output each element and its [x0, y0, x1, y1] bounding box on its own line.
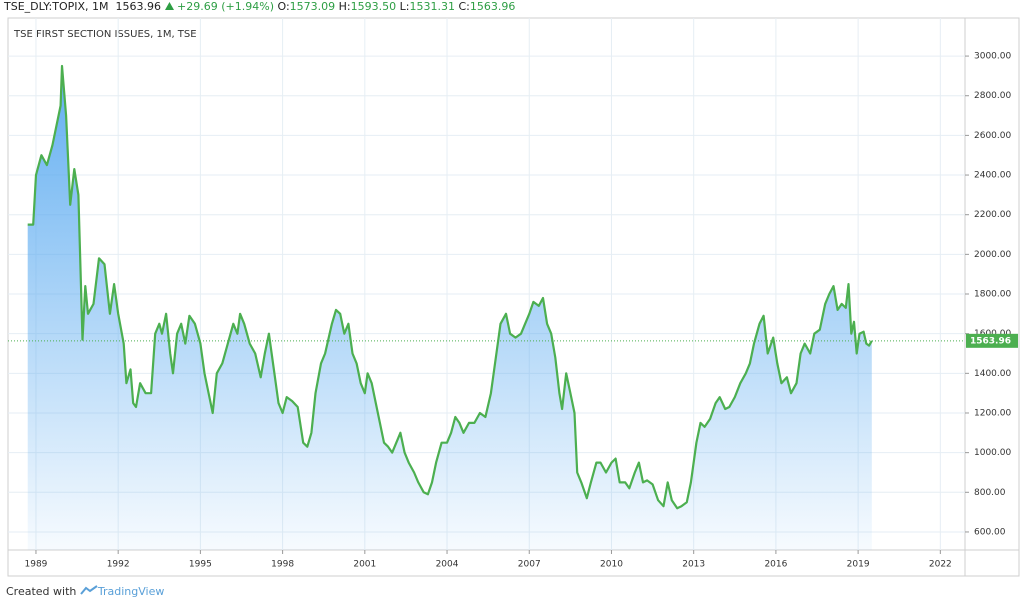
y-tick-label: 2400.00: [974, 171, 1011, 181]
ohlc-label: H:: [338, 0, 351, 13]
last-price-box: [966, 333, 1018, 348]
area: [27, 66, 872, 550]
y-tick-label: 3000.00: [974, 52, 1011, 62]
x-tick-label: 1998: [271, 560, 294, 570]
ohlc-label: O:: [277, 0, 290, 13]
up-arrow: [164, 2, 174, 10]
y-tick-label: 1400.00: [974, 369, 1011, 379]
ohlc-value: 1573.09: [289, 0, 336, 13]
line: [27, 64, 873, 510]
brand: TradingView: [97, 585, 165, 598]
y-tick-label: 2800.00: [974, 91, 1011, 101]
x-tick-label: 1995: [189, 560, 212, 570]
ohlc-label: L:: [399, 0, 410, 13]
y-tick-label: 600.00: [974, 527, 1006, 537]
frame: [7, 17, 1020, 577]
x-tick-label: 2013: [682, 560, 705, 570]
x-tick-label: 2022: [929, 560, 952, 570]
ohlc-label: C:: [458, 0, 470, 13]
x-tick-label: 2010: [600, 560, 623, 570]
ohlc-value: 1593.50: [350, 0, 397, 13]
y-tick-label: 2200.00: [974, 210, 1011, 220]
x-tick-label: 2016: [764, 560, 787, 570]
y-tick-label: 2000.00: [974, 250, 1011, 260]
x-tick-label: 2004: [436, 560, 459, 570]
footer-text: Created with: [6, 585, 77, 598]
price: 1563.96: [115, 0, 162, 13]
y-tick-label: 2600.00: [974, 131, 1011, 141]
change: +29.69 (+1.94%): [177, 0, 274, 13]
chart-title: TSE FIRST SECTION ISSUES, 1M, TSE: [13, 29, 197, 40]
logo: [80, 585, 98, 595]
x-tick-label: 1989: [25, 560, 48, 570]
y-tick-label: 1800.00: [974, 290, 1011, 300]
symbol: TSE_DLY:TOPIX, 1M: [4, 0, 109, 13]
last-price-label: 1563.96: [970, 336, 1011, 346]
x-tick-label: 2007: [518, 560, 541, 570]
y-tick-label: 800.00: [974, 488, 1006, 498]
y-tick-label: 1200.00: [974, 408, 1011, 418]
footer: Created with TradingView: [6, 585, 164, 598]
header: TSE_DLY:TOPIX, 1M 1563.96 +29.69 (+1.94%…: [4, 0, 515, 14]
x-tick-label: 2001: [353, 560, 376, 570]
ohlc: O:1573.09 H:1593.50 L:1531.31 C:1563.96: [277, 0, 515, 13]
ohlc-value: 1563.96: [469, 0, 516, 13]
x-tick-label: 2019: [847, 560, 870, 570]
ohlc-value: 1531.31: [409, 0, 455, 13]
x-tick-label: 1992: [107, 560, 130, 570]
y-tick-label: 1000.00: [974, 448, 1011, 458]
